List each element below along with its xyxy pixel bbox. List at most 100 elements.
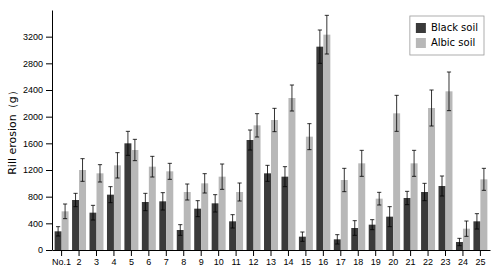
error-bar [388, 207, 392, 227]
marks [55, 15, 488, 250]
tick-label: 0 [38, 245, 43, 255]
error-line [424, 183, 425, 200]
error-cap [370, 219, 374, 220]
error-line [127, 131, 128, 155]
plot-area: 0400800120016002000240028003200No.123456… [23, 11, 491, 268]
error-cap [248, 150, 252, 151]
error-line [389, 207, 390, 227]
error-cap [422, 200, 426, 201]
error-bar [395, 95, 399, 131]
error-bar [133, 139, 137, 160]
tick-mark [218, 250, 219, 256]
error-line [75, 193, 76, 206]
legend-item: Albic soil [416, 37, 475, 48]
error-cap [395, 131, 399, 132]
tick-mark [323, 250, 324, 256]
error-cap [196, 216, 200, 217]
bar [149, 167, 156, 250]
error-line [466, 221, 467, 236]
error-line [257, 114, 258, 137]
error-bar [150, 156, 154, 177]
legend-swatch [416, 38, 426, 48]
error-bar [307, 124, 311, 150]
error-cap [440, 176, 444, 177]
error-cap [412, 176, 416, 177]
bar [316, 47, 323, 250]
error-bar [248, 130, 252, 150]
tick-label: 1600 [23, 139, 43, 149]
error-line [309, 124, 310, 150]
error-line [326, 15, 327, 54]
error-bar [272, 108, 276, 131]
error-cap [482, 190, 486, 191]
bar [236, 192, 243, 250]
tick-label: 25 [475, 257, 485, 267]
x-tick: 16 [318, 250, 328, 267]
error-bar [283, 167, 287, 187]
error-line [232, 215, 233, 228]
x-tick: 20 [388, 250, 398, 267]
tick-mark [46, 63, 52, 64]
error-line [302, 232, 303, 241]
error-line [110, 187, 111, 203]
tick-mark [96, 250, 97, 256]
x-tick: 11 [231, 250, 240, 267]
tick-label: 24 [458, 257, 468, 267]
x-tick: 6 [146, 250, 151, 267]
tick-mark [358, 250, 359, 256]
error-cap [447, 72, 451, 73]
error-cap [80, 181, 84, 182]
error-line [239, 183, 240, 201]
error-line [250, 130, 251, 150]
error-cap [335, 244, 339, 245]
bar [166, 171, 173, 250]
error-cap [447, 110, 451, 111]
error-cap [178, 224, 182, 225]
error-cap [196, 200, 200, 201]
error-bar [231, 215, 235, 228]
error-cap [283, 166, 287, 167]
error-cap [213, 212, 217, 213]
bar [421, 192, 428, 250]
tick-label: 7 [164, 257, 169, 267]
error-line [180, 225, 181, 236]
error-line [354, 221, 355, 236]
error-cap [370, 229, 374, 230]
error-line [99, 165, 100, 182]
x-tick: 19 [371, 250, 381, 267]
error-line [82, 159, 83, 182]
error-bar [80, 159, 84, 182]
error-cap [272, 131, 276, 132]
error-cap [318, 30, 322, 31]
bar [131, 150, 138, 250]
tick-mark [288, 250, 289, 256]
error-cap [150, 156, 154, 157]
bar [247, 140, 254, 250]
error-cap [360, 150, 364, 151]
x-tick: 14 [283, 250, 293, 267]
tick-label: 8 [181, 257, 186, 267]
error-cap [73, 206, 77, 207]
tick-label: 23 [440, 257, 450, 267]
error-bar [255, 114, 259, 137]
error-bar [126, 131, 130, 155]
tick-label: 16 [318, 257, 328, 267]
error-cap [56, 226, 60, 227]
error-bar [108, 187, 112, 203]
error-line [361, 150, 362, 176]
tick-mark [428, 250, 429, 256]
error-cap [178, 235, 182, 236]
bar [428, 108, 435, 250]
bar [124, 143, 131, 250]
error-cap [161, 210, 165, 211]
bar [79, 170, 86, 250]
error-cap [300, 232, 304, 233]
error-cap [185, 200, 189, 201]
error-line [134, 139, 135, 160]
error-bar [482, 168, 486, 190]
error-cap [290, 111, 294, 112]
bar [323, 35, 330, 250]
x-tick: 9 [199, 250, 204, 267]
error-cap [150, 177, 154, 178]
bar [358, 163, 365, 250]
